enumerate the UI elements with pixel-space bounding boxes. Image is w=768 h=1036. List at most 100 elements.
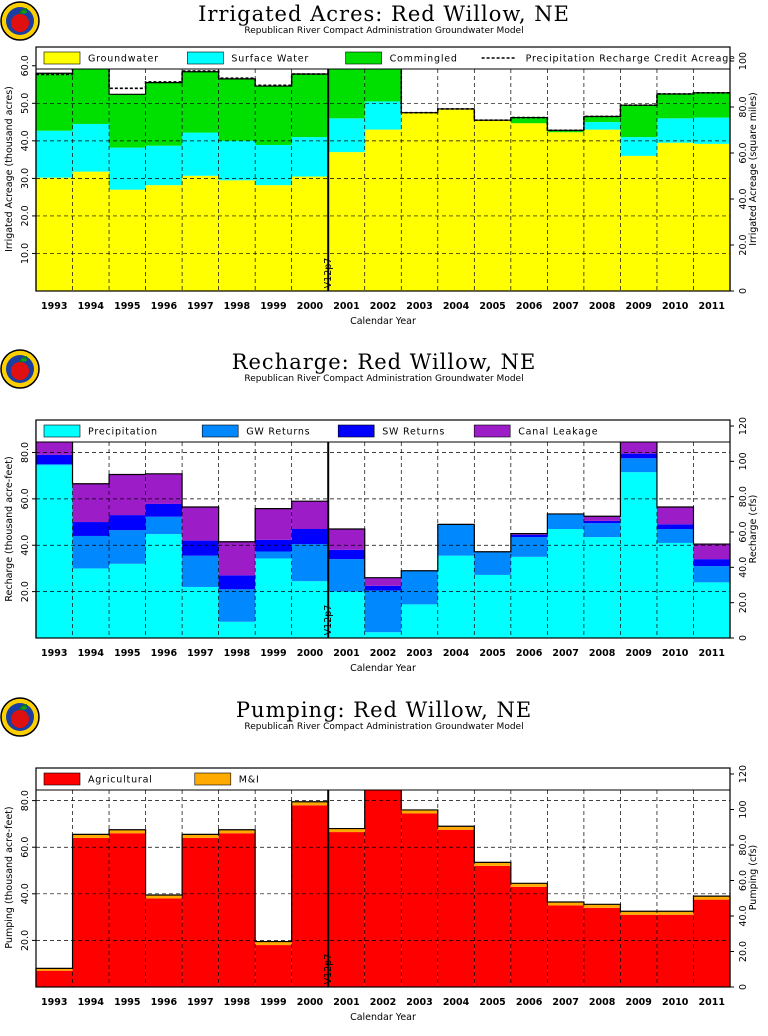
bar-sw-returns (510, 534, 548, 538)
bar-agricultural (72, 837, 110, 987)
y2-tick-label: 100 (738, 800, 749, 818)
bar-surface-water (364, 101, 402, 130)
chart-subtitle: Republican River Compact Administration … (244, 722, 524, 732)
recharge-panel: Recharge: Red Willow, NE Republican Rive… (0, 348, 768, 688)
chart-title: Irrigated Acres: Red Willow, NE (198, 2, 570, 26)
bar-surface-water (656, 118, 694, 143)
y-tick-label: 60.0 (20, 837, 31, 858)
bar-commingled (255, 86, 292, 145)
legend-swatch (473, 424, 511, 438)
y-tick-label: 60.0 (20, 488, 31, 509)
x-tick-label: 1993 (41, 301, 67, 312)
bar-precipitation (547, 529, 584, 638)
legend-label: GW Returns (246, 427, 310, 438)
x-tick-label: 1994 (78, 648, 105, 659)
bar-commingled (547, 130, 584, 133)
y2-tick-label: 40.0 (738, 557, 749, 578)
y2-tick-label: 100 (738, 52, 749, 70)
bar-agricultural (218, 833, 256, 987)
plot-frame (35, 419, 731, 639)
bar-sw-returns (364, 585, 402, 591)
y-tick-label: 10.0 (20, 243, 31, 264)
bar-commingled (109, 94, 146, 148)
bar-m-i (255, 941, 292, 946)
x-tick-label: 2003 (406, 648, 432, 659)
x-tick-label: 1995 (114, 997, 140, 1008)
x-tick-label: 2010 (662, 301, 689, 312)
bar-surface-water (182, 132, 219, 176)
bar-gw-returns (145, 516, 183, 535)
bar-groundwater (72, 171, 110, 291)
bar-m-i (693, 896, 730, 900)
bar-gw-returns (583, 523, 621, 538)
x-tick-label: 2008 (589, 997, 616, 1008)
bar-gw-returns (36, 464, 73, 466)
bar-sw-returns (291, 529, 329, 545)
bar-surface-water (291, 137, 329, 177)
x-tick-label: 1998 (224, 301, 251, 312)
bar-precipitation (36, 465, 73, 638)
x-tick-label: 2009 (625, 301, 651, 312)
x-tick-label: 2002 (370, 301, 396, 312)
x-tick-label: 2002 (370, 648, 396, 659)
bar-canal-leakage (218, 541, 256, 576)
legend-label: Agricultural (88, 775, 153, 786)
bar-gw-returns (72, 535, 110, 569)
bar-surface-water (255, 144, 292, 186)
x-axis-label: Calendar Year (350, 1012, 416, 1023)
chart-title: Pumping: Red Willow, NE (235, 698, 533, 722)
bar-precipitation (145, 534, 183, 638)
bar-agricultural (547, 905, 584, 987)
y2-tick-label: 80.0 (738, 96, 749, 117)
bar-commingled (583, 116, 621, 123)
y2-tick-label: 60.0 (738, 142, 749, 163)
bar-groundwater (401, 112, 438, 291)
bar-precipitation (583, 537, 621, 638)
bar-sw-returns (583, 520, 621, 524)
y2-tick-label: 80.0 (738, 834, 749, 855)
x-tick-label: 1993 (41, 997, 67, 1008)
bar-sw-returns (218, 575, 256, 590)
y2-tick-label: 60.0 (738, 521, 749, 542)
bar-precipitation (255, 558, 292, 638)
irrigated-acres-chart: Groundwater Surface Water Commingled Precip… (4, 46, 759, 327)
bar-surface-water (693, 117, 730, 144)
x-tick-label: 2008 (589, 301, 616, 312)
bar-precipitation (72, 568, 110, 638)
x-tick-label: 1993 (41, 648, 67, 659)
y2-tick-label: 60.0 (738, 870, 749, 891)
bar-canal-leakage (583, 516, 621, 521)
x-tick-label: 2003 (406, 997, 432, 1008)
bar-surface-water (218, 140, 256, 181)
x-tick-label: 2011 (699, 648, 725, 659)
x-tick-label: 1998 (224, 648, 251, 659)
x-tick-label: 2001 (333, 301, 359, 312)
x-tick-label: 2006 (516, 301, 543, 312)
y-tick-label: 50.0 (20, 93, 31, 114)
apple-logo-icon (0, 696, 44, 740)
bar-m-i (620, 911, 657, 915)
y-tick-label: 80.0 (20, 442, 31, 463)
x-tick-label: 2010 (662, 648, 689, 659)
legend-swatch (187, 51, 224, 65)
bar-gw-returns (656, 529, 694, 543)
y2-tick-label: 80.0 (738, 486, 749, 507)
version-marker-label: V12p7 (323, 258, 334, 289)
bar-m-i (547, 901, 584, 906)
legend-label: Canal Leakage (518, 427, 598, 438)
bar-gw-returns (547, 513, 584, 529)
y-tick-label: 30.0 (20, 168, 31, 189)
y2-tick-label: 120 (738, 417, 749, 435)
y2-axis-label: Irrigated Acreage (square miles) (748, 92, 759, 246)
grid (36, 442, 730, 638)
bar-precipitation (182, 586, 219, 638)
bar-groundwater (145, 185, 183, 291)
y2-axis-label: Recharge (cfs) (748, 495, 759, 564)
bar-m-i (583, 904, 621, 908)
x-tick-label: 2006 (516, 997, 543, 1008)
bar-agricultural (401, 813, 438, 987)
x-tick-label: 1995 (114, 648, 140, 659)
bar-precipitation (656, 542, 694, 638)
bar-precipitation (474, 574, 511, 638)
bar-agricultural (145, 898, 183, 987)
